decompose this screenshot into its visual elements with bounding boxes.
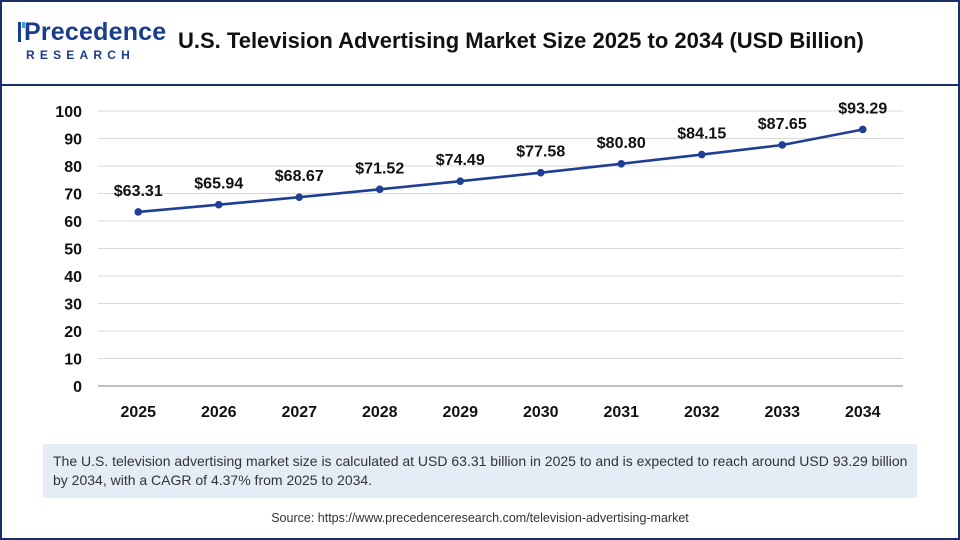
y-tick-label: 60 (64, 214, 82, 231)
data-points (134, 125, 867, 216)
data-label: $87.65 (758, 116, 807, 133)
x-tick-label: 2029 (442, 404, 478, 421)
y-tick-label: 40 (64, 269, 82, 286)
x-tick-label: 2026 (201, 404, 237, 421)
x-tick-label: 2031 (603, 404, 639, 421)
y-tick-label: 70 (64, 187, 82, 204)
data-label: $93.29 (838, 100, 887, 117)
y-tick-label: 80 (64, 159, 82, 176)
data-point (536, 168, 545, 177)
y-tick-labels: 0 10 20 30 40 50 60 70 80 90 100 (55, 104, 82, 396)
y-tick-label: 90 (64, 132, 82, 149)
data-label: $63.31 (114, 183, 163, 200)
logo-wordmark: Precedence (24, 18, 167, 46)
data-point (214, 200, 223, 209)
logo-mark-icon (18, 22, 25, 42)
series-line (138, 128, 864, 214)
page-title: U.S. Television Advertising Market Size … (178, 28, 864, 53)
data-label: $84.15 (677, 126, 726, 143)
x-tick-label: 2027 (281, 404, 317, 421)
header: Precedence RESEARCH U.S. Television Adve… (2, 2, 958, 84)
data-point (697, 150, 706, 159)
y-tick-label: 10 (64, 352, 82, 369)
data-label: $74.49 (436, 152, 485, 169)
x-tick-label: 2025 (120, 404, 156, 421)
data-label: $65.94 (194, 176, 243, 193)
series-path (138, 128, 864, 214)
data-label: $71.52 (355, 160, 404, 177)
description-text: The U.S. television advertising market s… (53, 453, 908, 488)
data-point (134, 208, 143, 216)
source-note: Source: https://www.precedenceresearch.c… (271, 511, 689, 525)
y-tick-label: 20 (64, 324, 82, 341)
y-tick-label: 30 (64, 297, 82, 314)
header-divider (2, 84, 958, 86)
y-tick-label: 100 (55, 104, 82, 121)
y-tick-label: 50 (64, 242, 82, 259)
x-tick-labels: 2025 2026 2027 2028 2029 2030 2031 2032 2033 2034 (120, 404, 880, 421)
data-label: $80.80 (597, 135, 646, 152)
x-tick-label: 2032 (684, 404, 720, 421)
logo-subtitle: RESEARCH (26, 48, 135, 62)
data-labels: $63.31 $65.94 $68.67 $71.52 $74.49 $77.58 $80.… (114, 100, 888, 199)
data-label: $77.58 (516, 144, 565, 161)
x-tick-label: 2030 (523, 404, 559, 421)
y-tick-label: 0 (73, 379, 82, 396)
data-point (617, 160, 626, 168)
data-point (375, 185, 384, 194)
x-tick-label: 2033 (764, 404, 800, 421)
data-point (295, 193, 304, 201)
x-tick-label: 2034 (845, 404, 881, 421)
brand-logo: Precedence RESEARCH (18, 18, 168, 68)
description-box: The U.S. television advertising market s… (43, 444, 917, 498)
x-tick-label: 2028 (362, 404, 398, 421)
data-point (778, 141, 787, 149)
data-point (858, 125, 867, 134)
data-point (456, 177, 465, 185)
gridlines (98, 110, 903, 359)
data-label: $68.67 (275, 168, 324, 185)
